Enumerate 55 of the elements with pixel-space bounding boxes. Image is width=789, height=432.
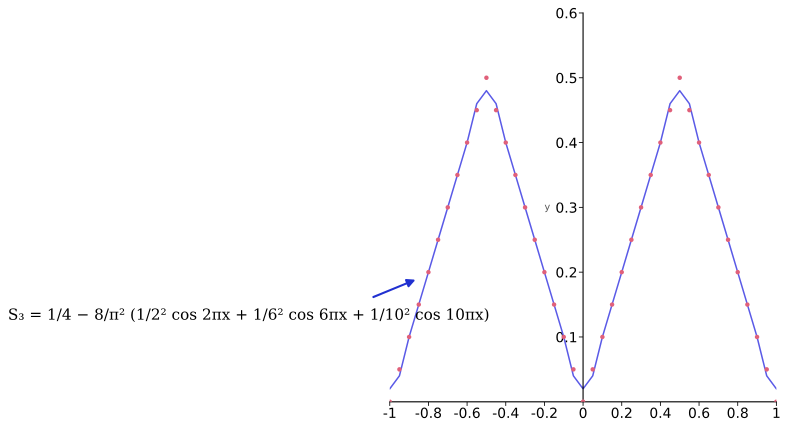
point [745, 302, 750, 307]
point [696, 140, 702, 145]
point [446, 205, 450, 210]
point [610, 302, 614, 307]
x-tick-label: 1 [773, 408, 780, 418]
y-tick-label: 0.3 [556, 202, 576, 213]
point [677, 76, 682, 80]
point [464, 140, 470, 145]
point [416, 302, 422, 307]
x-tick-label: -0.2 [532, 408, 557, 418]
point [436, 238, 440, 242]
x-tick-label: 0.6 [688, 408, 710, 418]
point [638, 205, 644, 210]
point [629, 238, 634, 242]
point [522, 205, 528, 210]
point [619, 270, 624, 274]
point [571, 367, 576, 372]
point [764, 367, 769, 372]
point [687, 108, 692, 112]
point [532, 238, 537, 242]
point [426, 270, 431, 274]
point [600, 334, 605, 340]
x-tick-label: -0.8 [416, 408, 442, 418]
point [455, 172, 460, 178]
point [658, 140, 663, 145]
point [513, 172, 518, 178]
point [406, 334, 412, 340]
point [668, 108, 672, 112]
point [552, 302, 556, 307]
annotation: S₃ = 1/4 − 8/π² (1/2² cos 2πx + 1/6² cos 6πx + 1/10² cos 10πx) [9, 308, 488, 322]
point [726, 238, 730, 242]
point [590, 367, 595, 372]
point [716, 205, 721, 210]
point [754, 334, 760, 340]
point [735, 270, 740, 274]
y-tick-label: 0.6 [556, 8, 577, 18]
point [484, 76, 489, 80]
x-tick-label: 0.2 [612, 408, 632, 418]
y-axis-title: y [544, 204, 550, 212]
point [494, 108, 498, 112]
x-tick-label: -0.6 [454, 408, 480, 418]
point [397, 367, 402, 372]
y-tick-label: 0.2 [556, 267, 576, 278]
x-tick-label: -1 [384, 408, 396, 418]
x-tick-label: -0.4 [492, 408, 519, 418]
point [504, 140, 508, 145]
x-tick-label: 0.4 [650, 408, 671, 418]
point [706, 172, 711, 178]
point [542, 270, 547, 274]
x-tick-label: 0 [580, 408, 587, 418]
point [648, 172, 653, 178]
x-tick-label: 0.8 [728, 408, 748, 418]
y-tick-label: 0.5 [556, 72, 576, 84]
point [474, 108, 479, 112]
y-tick-label: 0.4 [556, 138, 577, 148]
